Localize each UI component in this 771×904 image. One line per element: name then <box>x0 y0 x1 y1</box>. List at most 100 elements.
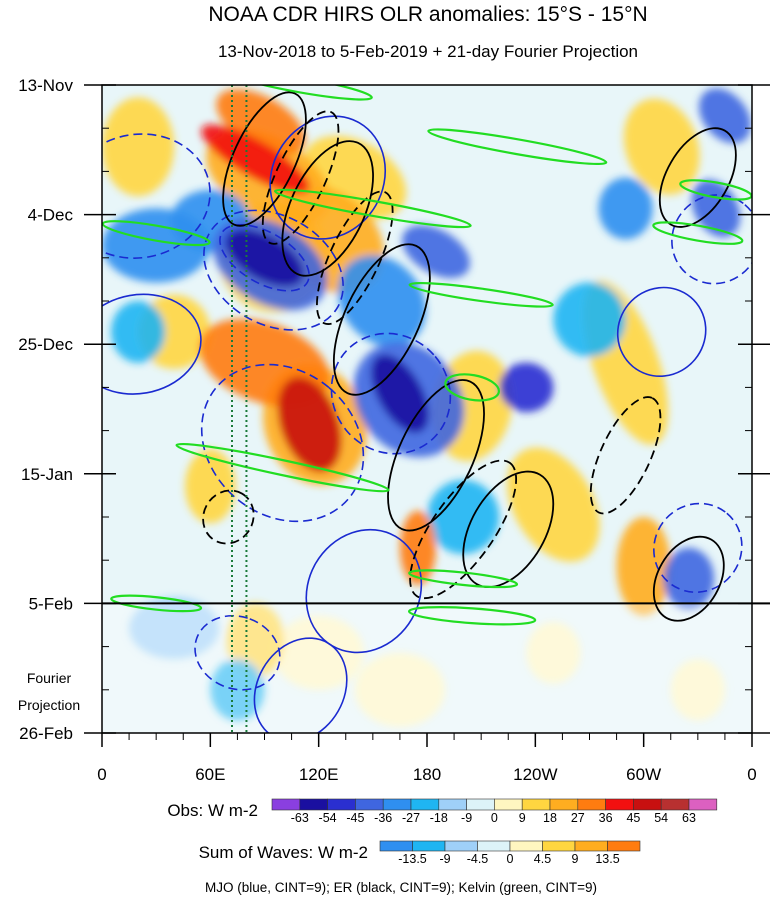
waves-colorbar-tick-label: 0 <box>507 852 514 866</box>
obs-colorbar-tick-label: 9 <box>519 811 526 825</box>
er-contour <box>316 190 394 325</box>
kelvin-contour <box>228 85 373 101</box>
obs-colorbar-swatch <box>688 798 718 811</box>
olr-anomaly-feature <box>526 621 581 684</box>
olr-anomaly-feature <box>616 517 671 616</box>
kelvin-contour <box>408 281 554 308</box>
x-tick-label: 60W <box>626 765 661 784</box>
kelvin-contour <box>407 606 537 626</box>
reference-longitude-lines <box>231 85 248 733</box>
kelvin-contour <box>444 373 500 402</box>
obs-colorbar-swatch <box>382 798 412 811</box>
kelvin-contour <box>652 221 744 245</box>
mjo-contour <box>219 224 310 292</box>
obs-colorbar-tick-label: -9 <box>461 811 472 825</box>
y-tick-label: 5-Feb <box>29 594 73 613</box>
x-tick-label: 0 <box>747 765 756 784</box>
obs-colorbar-tick-label: -45 <box>346 811 364 825</box>
mjo-contour <box>194 614 281 691</box>
obs-colorbar-swatch <box>549 798 579 811</box>
waves-colorbar-tick-label: 4.5 <box>534 852 551 866</box>
olr-anomaly-feature <box>111 301 166 363</box>
obs-colorbar-tick-label: 45 <box>626 811 640 825</box>
kelvin-contour <box>408 569 519 589</box>
obs-colorbar-swatch <box>521 798 551 811</box>
chart-subtitle: 13-Nov-2018 to 5-Feb-2019 + 21-day Fouri… <box>218 42 638 61</box>
er-contour <box>658 127 737 228</box>
x-tick-label: 0 <box>97 765 106 784</box>
obs-colorbar-tick-label: 0 <box>491 811 498 825</box>
er-contour <box>332 243 431 396</box>
obs-colorbar-swatch <box>355 798 384 811</box>
obs-colorbar-swatch <box>494 798 523 811</box>
obs-colorbar-tick-label: -54 <box>319 811 337 825</box>
x-axis: 0 60E 120E 180 120W 60W 0 <box>97 733 757 784</box>
olr-anomaly-feature <box>201 124 310 194</box>
er-contour <box>409 459 518 600</box>
waves-colorbar-swatch <box>509 840 543 852</box>
olr-anomaly-feature <box>623 98 700 195</box>
olr-anomaly-feature <box>225 229 304 287</box>
obs-colorbar-tick-label: -63 <box>291 811 309 825</box>
kelvin-contour <box>273 188 472 229</box>
obs-colorbar-label: Obs: W m-2 <box>167 801 258 820</box>
obs-colorbar-swatch <box>660 798 690 811</box>
y-tick-label: 15-Jan <box>21 465 73 484</box>
mjo-contour <box>330 332 452 455</box>
obs-colorbar-swatch <box>466 798 495 811</box>
y-tick-label: 25-Dec <box>18 335 73 354</box>
obs-colorbar-tick-label: 36 <box>599 811 613 825</box>
waves-colorbar-tick-label: -13.5 <box>398 852 427 866</box>
waves-colorbar-swatch <box>444 840 478 852</box>
olr-anomaly-feature <box>185 449 236 524</box>
obs-colorbar-tick-label: 27 <box>571 811 585 825</box>
mjo-contour <box>653 502 743 594</box>
waves-colorbar: -13.5 -9 -4.5 0 4.5 9 13.5 <box>379 840 641 866</box>
x-tick-label: 180 <box>413 765 441 784</box>
mjo-contour <box>616 286 707 378</box>
olr-anomaly-feature <box>277 376 342 472</box>
y-tick-label: 13-Nov <box>18 76 73 95</box>
mjo-contour <box>200 363 365 523</box>
projection-label: Projection <box>18 697 80 713</box>
obs-colorbar-tick-label: 54 <box>654 811 668 825</box>
er-contour <box>261 110 340 245</box>
obs-colorbar-tick-label: -27 <box>402 811 420 825</box>
olr-anomaly-feature <box>499 362 554 413</box>
obs-colorbar-tick-label: -36 <box>374 811 392 825</box>
mjo-contour <box>253 637 348 733</box>
olr-anomaly-feature <box>553 282 626 357</box>
mjo-contour <box>102 133 211 259</box>
contour-legend: MJO (blue, CINT=9); ER (black, CINT=9); … <box>205 880 597 895</box>
olr-anomaly-feature <box>216 89 306 156</box>
olr-anomaly-feature <box>670 658 725 721</box>
obs-colorbar-tick-label: 18 <box>543 811 557 825</box>
obs-colorbar-tick-label: 63 <box>682 811 696 825</box>
olr-anomaly-feature <box>337 255 426 347</box>
kelvin-contour <box>102 220 211 247</box>
chart-title: NOAA CDR HIRS OLR anomalies: 15°S - 15°N <box>208 3 647 26</box>
x-tick-label: 120W <box>513 765 557 784</box>
kelvin-contour <box>110 594 203 613</box>
y-axis: 13-Nov 4-Dec 25-Dec 15-Jan 5-Feb 26-Feb <box>18 76 770 743</box>
olr-anomaly-feature <box>102 97 175 197</box>
waves-colorbar-label: Sum of Waves: W m-2 <box>199 843 368 862</box>
er-contour <box>387 379 485 532</box>
olr-anomaly-feature <box>699 88 751 144</box>
er-contours <box>202 91 737 622</box>
y-tick-label: 26-Feb <box>19 724 73 743</box>
olr-anomaly-feature <box>402 225 470 278</box>
waves-colorbar-tick-label: -9 <box>439 852 450 866</box>
olr-anomaly-feature <box>427 479 500 555</box>
er-contour <box>652 535 725 622</box>
waves-colorbar-swatch <box>542 840 576 852</box>
waves-colorbar-swatch <box>379 840 413 852</box>
obs-colorbar: -63 -54 -45 -36 -27 -18 -9 0 9 18 27 36 45 54 63 <box>271 798 718 825</box>
olr-anomaly-feature <box>102 208 211 283</box>
y-tick-label: 4-Dec <box>28 206 74 225</box>
obs-colorbar-swatch <box>410 798 440 811</box>
obs-colorbar-swatch <box>271 798 301 811</box>
obs-colorbar-swatch <box>633 798 662 811</box>
waves-colorbar-tick-label: -4.5 <box>467 852 489 866</box>
